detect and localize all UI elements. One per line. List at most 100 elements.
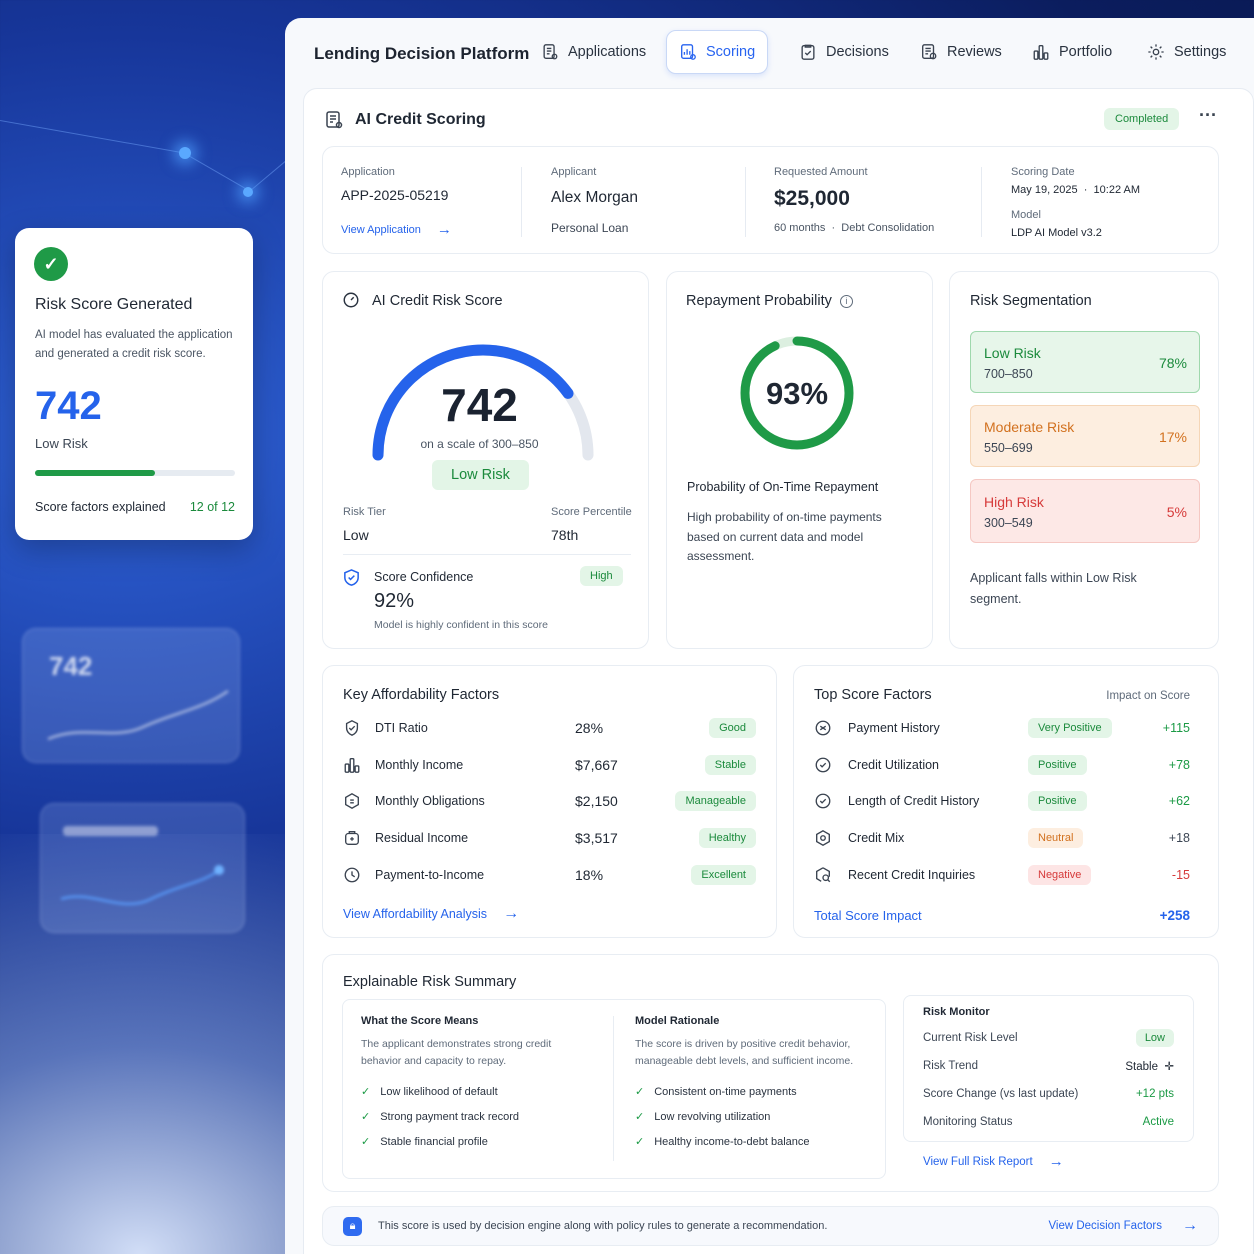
application-info-card: Application APP-2025-05219 View Applicat… [322, 146, 1219, 254]
means-item: ✓ Strong payment track record [361, 1111, 520, 1123]
bar-chart-icon [344, 758, 360, 773]
score-gauge [372, 344, 594, 461]
gauge-icon [343, 292, 359, 308]
impact-label: Impact on Score [1106, 690, 1190, 702]
score-generated-card: ✓ Risk Score Generated AI model has eval… [15, 228, 253, 540]
repayment-desc: High probability of on-time payments bas… [687, 510, 882, 563]
score-change: +12 pts [1135, 1088, 1174, 1100]
repayment-ring [740, 336, 854, 450]
lock-icon: 🔒︎ [343, 1217, 362, 1236]
confidence-value: 92% [374, 590, 415, 612]
clipboard-check-icon [801, 44, 815, 60]
tab-decisions[interactable]: Decisions [787, 30, 901, 74]
model-version: LDP AI Model v3.2 [1011, 227, 1102, 239]
scoring-panel: AI Credit Scoring Completed ··· Applicat… [303, 88, 1254, 1254]
factor-row: Length of Credit History Positive +62 [814, 783, 1190, 819]
risk-level-badge: Low [1135, 1029, 1174, 1047]
rationale-item: ✓ Consistent on-time payments [635, 1086, 797, 1098]
summary-title: Explainable Risk Summary [343, 974, 517, 990]
app-window: Lending Decision Platform Applications S… [285, 18, 1254, 1254]
confidence-badge: High [580, 566, 623, 586]
review-icon [922, 44, 937, 60]
rationale-item: ✓ Healthy income-to-debt balance [635, 1136, 810, 1148]
score-card-title: AI Credit Risk Score [372, 293, 503, 309]
toast-factors-count: 12 of 12 [189, 500, 235, 514]
document-icon [543, 44, 558, 60]
check-icon: ✓ [635, 1111, 645, 1123]
affordability-row: DTI Ratio 28% Good [343, 710, 756, 746]
segment-moderate[interactable]: Moderate Risk 550–699 17% [970, 405, 1200, 467]
check-icon: ✓ [361, 1086, 371, 1098]
arrow-right-icon: → [1182, 1217, 1198, 1234]
repayment-subtitle: Probability of On-Time Repayment [687, 480, 879, 494]
scoring-icon [681, 44, 696, 60]
check-icon: ✓ [635, 1086, 645, 1098]
tab-scoring[interactable]: Scoring [666, 30, 769, 74]
tab-settings[interactable]: Settings [1135, 30, 1238, 74]
toast-desc: AI model has evaluated the application a… [35, 329, 233, 360]
repayment-probability-card: Repayment Probability i 93% Probability o… [666, 271, 933, 649]
score-scale: on a scale of 300–850 [420, 437, 539, 451]
risk-monitor: Risk Monitor Current Risk Level Low Risk … [903, 995, 1194, 1142]
toast-progress [35, 470, 235, 476]
total-score-impact-label[interactable]: Total Score Impact [814, 908, 922, 923]
top-nav: Lending Decision Platform Applications S… [285, 18, 1254, 88]
gear-icon [1148, 44, 1164, 60]
means-item: ✓ Stable financial profile [361, 1136, 488, 1148]
shield-icon [344, 569, 359, 586]
risk-summary-card: Explainable Risk Summary What the Score … [322, 954, 1219, 1192]
info-icon[interactable]: i [839, 294, 853, 308]
segment-low[interactable]: Low Risk 700–850 78% [970, 331, 1200, 393]
inquiry-search-icon [816, 867, 831, 883]
affordability-title: Key Affordability Factors [343, 687, 500, 703]
arrow-right-icon: → [503, 905, 520, 922]
affordability-row: Monthly Income $7,667 Stable [343, 747, 756, 783]
tab-portfolio[interactable]: Portfolio [1020, 30, 1124, 74]
view-risk-report-link[interactable]: View Full Risk Report → [923, 1153, 1064, 1170]
status-badge: Completed [1104, 108, 1180, 130]
check-icon: ✓ [635, 1136, 645, 1148]
trend-icon: ✛ [1164, 1061, 1174, 1073]
confidence-note: Model is highly confident in this score [374, 619, 548, 631]
ghost-card-chart [40, 803, 245, 933]
check-circle-icon [815, 757, 831, 773]
loan-terms: 60 months · Debt Consolidation [774, 222, 935, 234]
view-decision-factors-link[interactable]: View Decision Factors → [1048, 1217, 1198, 1234]
segment-high[interactable]: High Risk 300–549 5% [970, 479, 1200, 543]
application-id: APP-2025-05219 [341, 187, 449, 203]
view-application-link[interactable]: View Application → [341, 221, 452, 238]
tab-reviews[interactable]: Reviews [908, 30, 1014, 74]
brand-title: Lending Decision Platform [314, 44, 530, 63]
credit-score-card: AI Credit Risk Score 742 on a scale of 3… [322, 271, 649, 649]
affordability-row: Monthly Obligations $2,150 Manageable [343, 783, 756, 819]
check-circle-icon [815, 793, 831, 809]
page-title: AI Credit Scoring [355, 111, 486, 128]
segmentation-title: Risk Segmentation [970, 293, 1092, 309]
toast-factors-label: Score factors explained [35, 500, 166, 514]
tab-applications[interactable]: Applications [529, 30, 658, 74]
success-check-icon: ✓ [34, 247, 68, 281]
more-options-button[interactable]: ··· [1199, 105, 1217, 125]
credit-score-value: 742 [441, 379, 518, 431]
repayment-title: Repayment Probability i [686, 293, 853, 309]
affordability-row: Payment-to-Income 18% Excellent [343, 857, 756, 893]
loan-type: Personal Loan [551, 221, 629, 235]
obligations-icon [345, 793, 359, 809]
check-icon: ✓ [361, 1136, 371, 1148]
factor-row: Credit Utilization Positive +78 [814, 747, 1190, 783]
arrow-right-icon: → [436, 221, 452, 238]
risk-trend: Stable ✛ [1125, 1061, 1174, 1073]
affordability-card: Key Affordability Factors DTI Ratio 28% … [322, 665, 777, 938]
segmentation-note: Applicant falls within Low Risk segment. [970, 571, 1137, 606]
factors-title: Top Score Factors [814, 687, 932, 703]
network-line [184, 153, 246, 189]
summary-inner: What the Score Means The applicant demon… [342, 999, 886, 1179]
factor-row: Credit Mix Neutral +18 [814, 820, 1190, 856]
applicant-name: Alex Morgan [551, 189, 639, 206]
wallet-icon [345, 831, 359, 845]
score-factors-card: Top Score Factors Impact on Score Paymen… [793, 665, 1219, 938]
view-affordability-link[interactable]: View Affordability Analysis → [343, 905, 520, 922]
network-line [0, 120, 188, 154]
repayment-value: 93% [765, 376, 829, 411]
rationale-item: ✓ Low revolving utilization [635, 1111, 771, 1123]
